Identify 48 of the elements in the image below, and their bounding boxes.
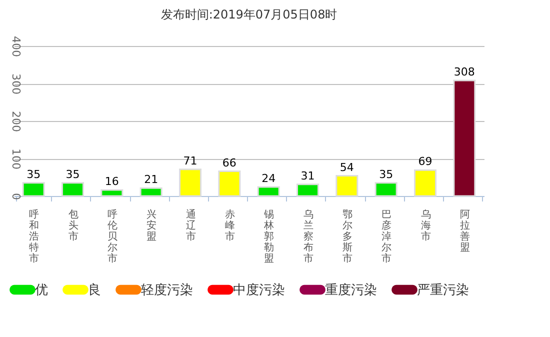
y-tick-label: 0: [10, 193, 22, 200]
data-label: 16: [104, 175, 119, 188]
data-label: 54: [340, 160, 354, 174]
bar: [62, 182, 84, 197]
x-tick-label: 赤峰市: [224, 208, 235, 242]
x-tick-label: 巴彦淖尔市: [382, 210, 392, 264]
legend-label: 良: [88, 282, 101, 298]
legend-label: 重度污染: [325, 282, 377, 298]
legend-label: 中度污染: [233, 282, 285, 298]
data-label: 71: [183, 154, 198, 168]
data-label: 35: [379, 168, 394, 181]
data-label: 69: [418, 155, 432, 168]
data-label: 21: [144, 173, 158, 186]
x-tick-label: 通辽市: [186, 208, 196, 242]
x-tick-label: 兴安盟: [146, 208, 157, 242]
bar: [257, 186, 280, 197]
x-tick-label: 呼和浩特市: [29, 208, 40, 264]
y-tick-label: 200: [10, 111, 22, 132]
x-tick-label: 锡林郭勒盟: [263, 210, 274, 264]
data-label: 35: [66, 168, 80, 181]
bar: [374, 182, 398, 197]
data-label: 308: [454, 66, 475, 78]
chart-title: 发布时间:2019年07月05日08时: [160, 8, 338, 22]
x-tick-label: 阿拉善盟: [460, 210, 470, 254]
x-tick-label: 乌兰察布市: [303, 208, 314, 264]
x-tick-label: 包头市: [68, 208, 78, 242]
bar: [453, 80, 476, 197]
bar: [218, 170, 241, 197]
legend-label: 轻度污染: [141, 282, 193, 298]
bar: [22, 182, 45, 197]
data-label: 66: [222, 156, 236, 170]
x-tick-label: 呼伦贝尔市: [107, 208, 118, 264]
y-tick-label: 400: [10, 36, 22, 57]
legend-label: 严重污染: [417, 282, 469, 298]
y-tick-label: 300: [10, 74, 22, 94]
legend-label: 优: [35, 282, 48, 298]
bar: [296, 184, 319, 197]
data-label: 35: [26, 168, 41, 181]
bar: [179, 168, 202, 197]
x-tick-label: 鄂尔多斯市: [342, 210, 352, 264]
bar: [140, 187, 162, 197]
y-tick-label: 100: [10, 148, 22, 170]
data-label: 24: [262, 172, 276, 185]
data-label: 31: [300, 169, 315, 182]
bar: [414, 169, 436, 197]
bar: [100, 189, 124, 197]
bar: [336, 175, 358, 197]
x-tick-label: 乌海市: [420, 208, 431, 242]
